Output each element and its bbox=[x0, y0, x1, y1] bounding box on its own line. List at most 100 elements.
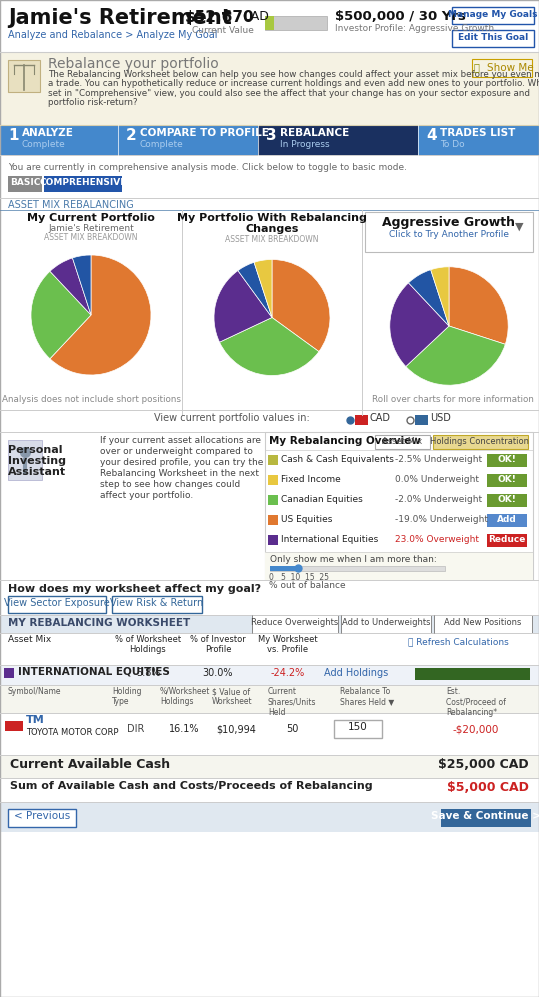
Text: $10,994: $10,994 bbox=[216, 724, 256, 734]
Text: DIR: DIR bbox=[127, 724, 144, 734]
Bar bbox=[0, 0, 539, 52]
Text: Holdings Concentration: Holdings Concentration bbox=[431, 437, 529, 446]
Text: Aggressive Growth: Aggressive Growth bbox=[383, 216, 515, 229]
Text: My Rebalancing Overview: My Rebalancing Overview bbox=[269, 436, 421, 446]
Text: % of Investor
Profile: % of Investor Profile bbox=[190, 635, 246, 654]
Text: Investor Profile: Aggressive Growth: Investor Profile: Aggressive Growth bbox=[335, 24, 494, 33]
Text: In Progress: In Progress bbox=[280, 140, 330, 149]
Text: Current Available Cash: Current Available Cash bbox=[10, 758, 170, 771]
Bar bbox=[258, 125, 418, 155]
Text: Rebalance To
Shares Held ▼: Rebalance To Shares Held ▼ bbox=[340, 687, 394, 707]
Text: $52,670: $52,670 bbox=[185, 10, 254, 25]
Bar bbox=[0, 665, 539, 685]
Text: a trade. You can hypothetically reduce or increase current holdings and even add: a trade. You can hypothetically reduce o… bbox=[48, 80, 539, 89]
Text: 16.1%: 16.1% bbox=[169, 724, 199, 734]
Wedge shape bbox=[50, 255, 151, 375]
Text: My Current Portfolio: My Current Portfolio bbox=[27, 213, 155, 223]
Text: Fixed Income: Fixed Income bbox=[281, 475, 341, 484]
Text: affect your portfolio.: affect your portfolio. bbox=[100, 491, 194, 500]
Bar bbox=[0, 755, 539, 778]
Text: 5.8%: 5.8% bbox=[136, 668, 160, 678]
Bar bbox=[112, 596, 202, 613]
Bar bbox=[487, 534, 527, 547]
Bar bbox=[268, 535, 278, 545]
Text: USD: USD bbox=[430, 413, 451, 423]
Text: -$20,000: -$20,000 bbox=[453, 724, 499, 734]
Text: You are currently in comprehensive analysis mode. Click below to toggle to basic: You are currently in comprehensive analy… bbox=[8, 163, 407, 172]
Text: -2.0% Underweight: -2.0% Underweight bbox=[395, 495, 482, 504]
Text: 150: 150 bbox=[348, 722, 368, 732]
Text: View current portfolio values in:: View current portfolio values in: bbox=[154, 413, 310, 423]
Bar bbox=[0, 778, 539, 802]
Text: 📷: 📷 bbox=[474, 62, 483, 72]
Bar bbox=[265, 432, 533, 580]
Text: 3: 3 bbox=[266, 128, 277, 143]
Text: over or underweight compared to: over or underweight compared to bbox=[100, 447, 253, 456]
Text: Sum of Available Cash and Costs/Proceeds of Rebalancing: Sum of Available Cash and Costs/Proceeds… bbox=[10, 781, 372, 791]
Text: 1: 1 bbox=[8, 128, 18, 143]
Bar bbox=[265, 16, 327, 30]
Text: To Do: To Do bbox=[440, 140, 465, 149]
Bar bbox=[0, 432, 539, 580]
Text: 0.0% Underweight: 0.0% Underweight bbox=[395, 475, 479, 484]
Text: Show Me: Show Me bbox=[487, 63, 534, 73]
Bar bbox=[487, 514, 527, 527]
Bar bbox=[452, 30, 534, 47]
Text: Analyze and Rebalance > Analyze My Goal: Analyze and Rebalance > Analyze My Goal bbox=[8, 30, 218, 40]
Text: Personal: Personal bbox=[8, 445, 63, 455]
Bar bbox=[5, 718, 23, 731]
Bar bbox=[5, 718, 23, 724]
Bar bbox=[268, 455, 278, 465]
Text: COMPREHENSIVE: COMPREHENSIVE bbox=[39, 178, 127, 187]
Text: Current Value: Current Value bbox=[192, 26, 254, 35]
Text: Save & Continue >: Save & Continue > bbox=[431, 811, 539, 821]
Bar bbox=[365, 212, 533, 252]
Text: Add Holdings: Add Holdings bbox=[324, 668, 388, 678]
Text: TRADES LIST: TRADES LIST bbox=[440, 128, 515, 138]
Bar bbox=[0, 210, 539, 415]
Text: My Worksheet
vs. Profile: My Worksheet vs. Profile bbox=[258, 635, 318, 654]
Bar bbox=[0, 713, 539, 755]
Text: $5,000 CAD: $5,000 CAD bbox=[447, 781, 529, 794]
Text: Edit This Goal: Edit This Goal bbox=[458, 33, 528, 42]
Text: Add to Underweights: Add to Underweights bbox=[342, 618, 430, 627]
Bar bbox=[0, 633, 539, 665]
Bar bbox=[0, 580, 539, 615]
Text: REBALANCE: REBALANCE bbox=[280, 128, 349, 138]
Bar bbox=[487, 474, 527, 487]
Bar bbox=[268, 515, 278, 525]
Text: OK!: OK! bbox=[497, 475, 516, 484]
Bar bbox=[0, 155, 539, 205]
Text: Only show me when I am more than:: Only show me when I am more than: bbox=[270, 555, 437, 564]
Bar bbox=[0, 615, 539, 633]
Text: 4: 4 bbox=[426, 128, 437, 143]
Text: ASSET MIX BREAKDOWN: ASSET MIX BREAKDOWN bbox=[44, 233, 138, 242]
Bar bbox=[0, 52, 539, 125]
Bar bbox=[265, 552, 533, 580]
Bar bbox=[487, 454, 527, 467]
Text: portfolio risk-return?: portfolio risk-return? bbox=[48, 99, 137, 108]
Text: Rebalancing Worksheet in the next: Rebalancing Worksheet in the next bbox=[100, 469, 259, 478]
Bar bbox=[0, 198, 539, 210]
Text: Roll over charts for more information: Roll over charts for more information bbox=[372, 395, 534, 404]
Text: ASSET MIX BREAKDOWN: ASSET MIX BREAKDOWN bbox=[225, 235, 319, 244]
Bar bbox=[8, 176, 42, 192]
Text: Add: Add bbox=[497, 515, 517, 524]
Bar bbox=[487, 494, 527, 507]
Bar bbox=[0, 685, 539, 713]
Wedge shape bbox=[254, 259, 272, 317]
Text: 🔄 Refresh Calculations: 🔄 Refresh Calculations bbox=[407, 637, 508, 646]
Text: 0   5  10  15  25: 0 5 10 15 25 bbox=[269, 573, 329, 582]
Bar bbox=[433, 435, 528, 449]
Text: Canadian Equities: Canadian Equities bbox=[281, 495, 363, 504]
Wedge shape bbox=[272, 259, 330, 352]
Text: 2: 2 bbox=[126, 128, 137, 143]
Wedge shape bbox=[50, 258, 91, 315]
Text: TM: TM bbox=[26, 715, 45, 725]
Wedge shape bbox=[31, 271, 91, 359]
Text: -19.0% Underweight: -19.0% Underweight bbox=[395, 515, 488, 524]
Text: OK!: OK! bbox=[497, 495, 516, 504]
Bar bbox=[472, 59, 532, 77]
Text: US Equities: US Equities bbox=[281, 515, 333, 524]
Bar bbox=[8, 809, 76, 827]
